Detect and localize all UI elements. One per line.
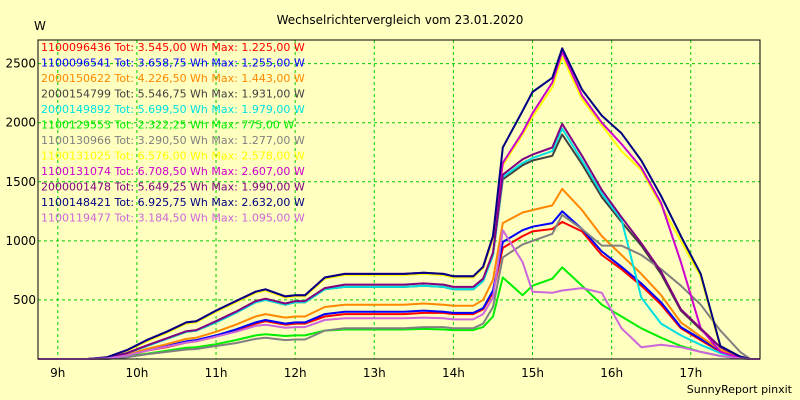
- x-tick-label: 14h: [442, 366, 465, 380]
- series-line: [38, 210, 760, 360]
- legend-entry: 2000150622 Tot: 4.226,50 Wh Max: 1.443,0…: [41, 72, 305, 85]
- x-tick-label: 16h: [600, 366, 623, 380]
- series-lines: [38, 47, 760, 360]
- series-line: [38, 213, 760, 360]
- legend-entry: 1100096436 Tot: 3.545,00 Wh Max: 1.225,0…: [41, 41, 305, 54]
- y-tick-label: 500: [13, 293, 36, 307]
- y-tick-label: 2500: [5, 57, 36, 71]
- legend-entry: 1100130966 Tot: 3.290,50 Wh Max: 1.277,0…: [41, 134, 305, 147]
- x-tick-label: 13h: [363, 366, 386, 380]
- legend-entry: 1100119477 Tot: 3.184,50 Wh Max: 1.095,0…: [41, 212, 305, 225]
- tick-labels: 9h 10h 11h 12h 13h 14h 15h 16h 17h 500 1000 1500 200…: [5, 57, 702, 380]
- series-line: [38, 229, 760, 360]
- legend-entry: 2000001478 Tot: 5.649,25 Wh Max: 1.990,0…: [41, 181, 305, 194]
- y-axis-label: W: [34, 19, 46, 33]
- series-line: [38, 47, 760, 360]
- x-tick-label: 12h: [284, 366, 307, 380]
- series-line: [38, 266, 760, 360]
- chart-title: Wechselrichtervergleich vom 23.01.2020: [277, 13, 524, 27]
- legend-entry: 2000149892 Tot: 5.699,50 Wh Max: 1.979,0…: [41, 103, 305, 116]
- legend-entry: 1100131025 Tot: 6.576,00 Wh Max: 2.578,0…: [41, 150, 305, 163]
- series-line: [38, 187, 760, 360]
- series-line: [38, 220, 760, 360]
- x-tick-label: 15h: [521, 366, 544, 380]
- y-tick-label: 2000: [5, 116, 36, 130]
- x-tick-label: 9h: [50, 366, 65, 380]
- x-tick-label: 11h: [205, 366, 228, 380]
- axes: [37, 39, 761, 360]
- legend-entry: 1100148421 Tot: 6.925,75 Wh Max: 2.632,0…: [41, 196, 305, 209]
- y-tick-label: 1500: [5, 175, 36, 189]
- grid: [38, 40, 760, 359]
- footer-credit: SunnyReport pinxit: [687, 383, 793, 396]
- x-tick-label: 17h: [679, 366, 702, 380]
- y-tick-label: 1000: [5, 234, 36, 248]
- series-line: [38, 122, 760, 360]
- x-tick-label: 10h: [125, 366, 148, 380]
- series-line: [38, 55, 760, 360]
- legend: 1100096436 Tot: 3.545,00 Wh Max: 1.225,0…: [41, 41, 305, 225]
- legend-entry: 2000154799 Tot: 5.546,75 Wh Max: 1.931,0…: [41, 88, 305, 101]
- plot-frame: [37, 39, 761, 360]
- legend-entry: 1100096541 Tot: 3.658,75 Wh Max: 1.255,0…: [41, 57, 305, 70]
- series-line: [38, 127, 760, 360]
- legend-entry: 1100131074 Tot: 6.708,50 Wh Max: 2.607,0…: [41, 165, 305, 178]
- legend-entry: 1100129553 Tot: 2.322,25 Wh Max: 775,00 …: [41, 119, 294, 132]
